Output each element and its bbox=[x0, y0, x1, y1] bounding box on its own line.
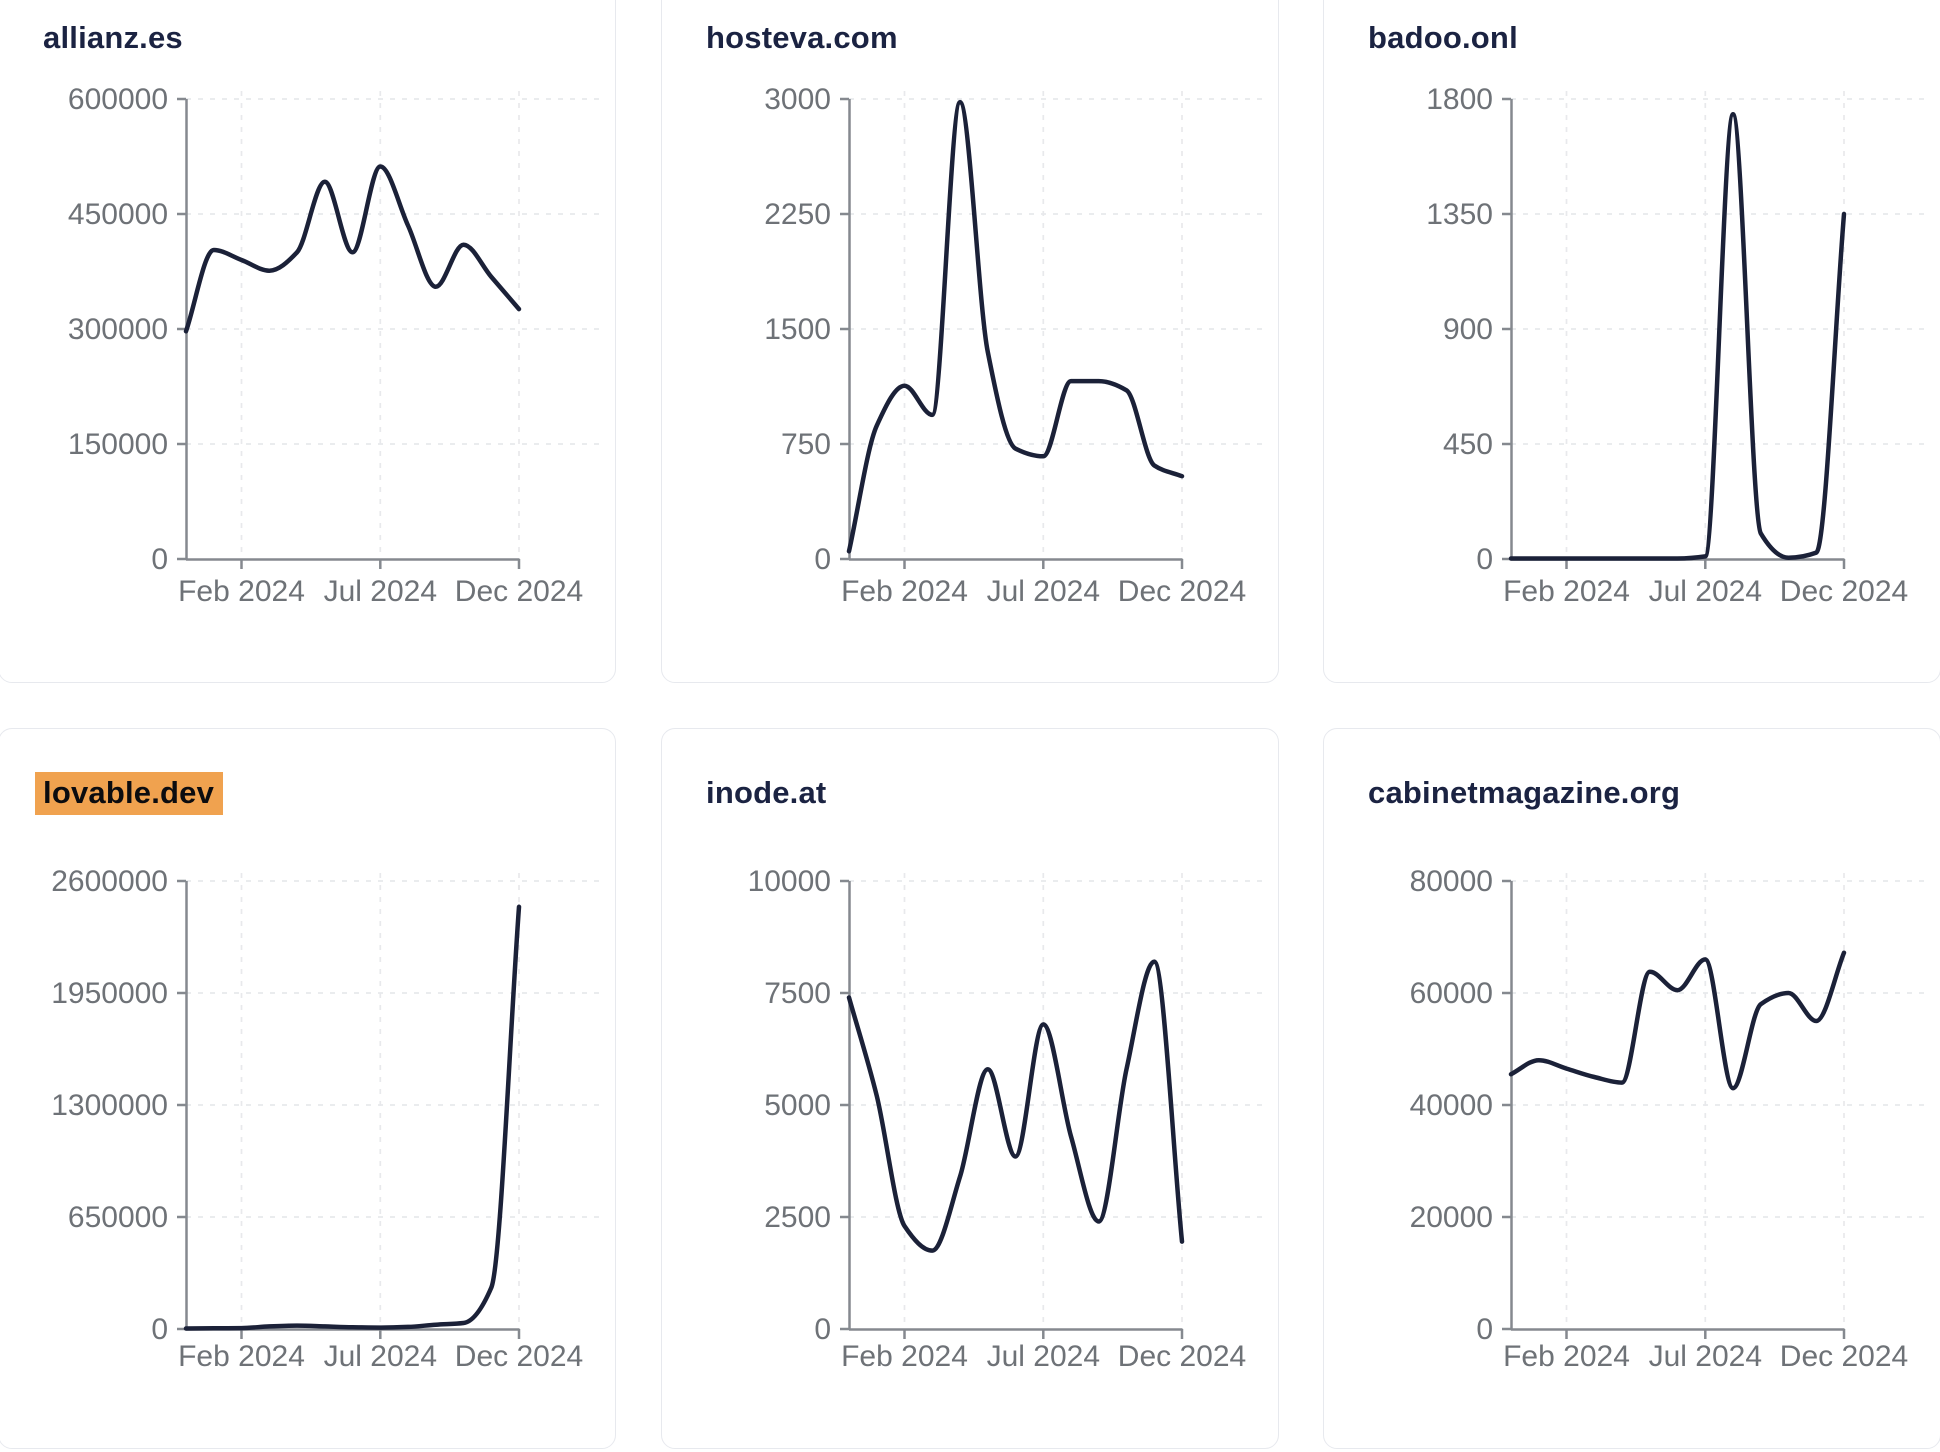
domain-title: allianz.es bbox=[43, 19, 615, 57]
domain-card[interactable]: allianz.es 0 150000 300000 450000 600000 Feb … bbox=[0, 0, 616, 683]
domain-title: badoo.onl bbox=[1368, 19, 1940, 57]
y-tick-label: 1300000 bbox=[51, 1089, 168, 1122]
series-line bbox=[183, 164, 522, 334]
x-tick-label: Dec 2024 bbox=[455, 1340, 583, 1373]
domain-card[interactable]: cabinetmagazine.org 0 20000 40000 60000 8000… bbox=[1323, 728, 1940, 1449]
domain-title: hosteva.com bbox=[706, 19, 1278, 57]
y-tick-label: 600000 bbox=[68, 83, 168, 116]
series-line bbox=[846, 959, 1185, 1253]
x-tick-label: Feb 2024 bbox=[1503, 1340, 1630, 1373]
x-tick-label: Dec 2024 bbox=[1780, 575, 1908, 608]
y-tick-label: 0 bbox=[814, 1313, 831, 1346]
domain-title: cabinetmagazine.org bbox=[1368, 774, 1940, 812]
axes bbox=[177, 879, 521, 1339]
x-tick-label: Jul 2024 bbox=[324, 1340, 437, 1373]
x-tick-label: Feb 2024 bbox=[178, 1340, 305, 1373]
y-tick-label: 0 bbox=[151, 1313, 168, 1346]
y-tick-label: 450000 bbox=[68, 198, 168, 231]
traffic-line-chart: 0 20000 40000 60000 80000 Feb 2024 Jul 2024 Dec… bbox=[1410, 865, 1925, 1373]
gridlines bbox=[1511, 873, 1925, 1329]
x-tick-label: Dec 2024 bbox=[1780, 1340, 1908, 1373]
y-tick-label: 0 bbox=[1476, 543, 1493, 576]
domain-title-text: cabinetmagazine.org bbox=[1368, 775, 1681, 810]
axes bbox=[177, 97, 521, 569]
axes bbox=[840, 879, 1184, 1339]
y-tick-label: 0 bbox=[151, 543, 168, 576]
x-tick-label: Dec 2024 bbox=[1118, 575, 1246, 608]
gridlines bbox=[186, 873, 600, 1329]
domain-card[interactable]: inode.at 0 2500 5000 7500 10000 Feb 2024 Jul 2… bbox=[661, 728, 1279, 1449]
y-tick-label: 0 bbox=[814, 543, 831, 576]
gridlines bbox=[849, 91, 1263, 559]
y-tick-label: 40000 bbox=[1410, 1089, 1493, 1122]
y-tick-label: 2500 bbox=[764, 1201, 831, 1234]
x-tick-label: Jul 2024 bbox=[1649, 575, 1762, 608]
y-tick-label: 10000 bbox=[748, 865, 831, 898]
domain-title-text: hosteva.com bbox=[706, 20, 898, 55]
y-tick-label: 1500 bbox=[764, 313, 831, 346]
axes bbox=[1502, 879, 1846, 1339]
y-tick-label: 750 bbox=[781, 428, 831, 461]
y-tick-label: 60000 bbox=[1410, 977, 1493, 1010]
domain-title-text: badoo.onl bbox=[1368, 20, 1518, 55]
y-tick-label: 1800 bbox=[1426, 83, 1493, 116]
x-tick-label: Jul 2024 bbox=[324, 575, 437, 608]
x-tick-label: Jul 2024 bbox=[987, 1340, 1100, 1373]
domain-card[interactable]: lovable.dev 0 650000 1300000 1950000 2600000… bbox=[0, 728, 616, 1449]
y-tick-label: 300000 bbox=[68, 313, 168, 346]
x-tick-label: Feb 2024 bbox=[841, 1340, 968, 1373]
y-tick-label: 3000 bbox=[764, 83, 831, 116]
domain-card[interactable]: hosteva.com 0 750 1500 2250 3000 Feb 2024 Jul … bbox=[661, 0, 1279, 683]
gridlines bbox=[849, 873, 1263, 1329]
axes bbox=[1502, 97, 1846, 569]
x-tick-label: Jul 2024 bbox=[987, 575, 1100, 608]
series-line bbox=[1508, 112, 1847, 561]
y-tick-label: 2250 bbox=[764, 198, 831, 231]
traffic-line-chart: 0 450 900 1350 1800 Feb 2024 Jul 2024 Dec 2024 bbox=[1426, 83, 1925, 608]
domain-card[interactable]: badoo.onl 0 450 900 1350 1800 Feb 2024 Jul 202… bbox=[1323, 0, 1940, 683]
y-tick-label: 20000 bbox=[1410, 1201, 1493, 1234]
traffic-line-chart: 0 2500 5000 7500 10000 Feb 2024 Jul 2024 Dec 20… bbox=[748, 865, 1263, 1373]
x-tick-label: Feb 2024 bbox=[1503, 575, 1630, 608]
axes bbox=[840, 97, 1184, 569]
series-line bbox=[1508, 950, 1847, 1091]
series-line bbox=[846, 99, 1185, 554]
y-tick-label: 0 bbox=[1476, 1313, 1493, 1346]
series-line bbox=[183, 904, 522, 1331]
x-tick-label: Feb 2024 bbox=[841, 575, 968, 608]
y-tick-label: 450 bbox=[1443, 428, 1493, 461]
domain-title: inode.at bbox=[706, 774, 1278, 812]
x-tick-label: Dec 2024 bbox=[1118, 1340, 1246, 1373]
x-tick-label: Feb 2024 bbox=[178, 575, 305, 608]
y-tick-label: 900 bbox=[1443, 313, 1493, 346]
y-tick-label: 2600000 bbox=[51, 865, 168, 898]
y-tick-label: 1350 bbox=[1426, 198, 1493, 231]
y-tick-label: 80000 bbox=[1410, 865, 1493, 898]
y-tick-label: 1950000 bbox=[51, 977, 168, 1010]
domain-title: lovable.dev bbox=[35, 772, 615, 815]
domain-title-text: lovable.dev bbox=[35, 772, 224, 815]
x-tick-label: Dec 2024 bbox=[455, 575, 583, 608]
traffic-line-chart: 0 650000 1300000 1950000 2600000 Feb 2024 Jul … bbox=[51, 865, 600, 1373]
y-tick-label: 7500 bbox=[764, 977, 831, 1010]
x-tick-label: Jul 2024 bbox=[1649, 1340, 1762, 1373]
domain-title-text: allianz.es bbox=[43, 20, 183, 55]
gridlines bbox=[186, 91, 600, 559]
y-tick-label: 150000 bbox=[68, 428, 168, 461]
y-tick-label: 650000 bbox=[68, 1201, 168, 1234]
domain-title-text: inode.at bbox=[706, 775, 827, 810]
traffic-line-chart: 0 750 1500 2250 3000 Feb 2024 Jul 2024 Dec 2024 bbox=[764, 83, 1263, 608]
y-tick-label: 5000 bbox=[764, 1089, 831, 1122]
traffic-line-chart: 0 150000 300000 450000 600000 Feb 2024 Jul 202… bbox=[68, 83, 600, 608]
